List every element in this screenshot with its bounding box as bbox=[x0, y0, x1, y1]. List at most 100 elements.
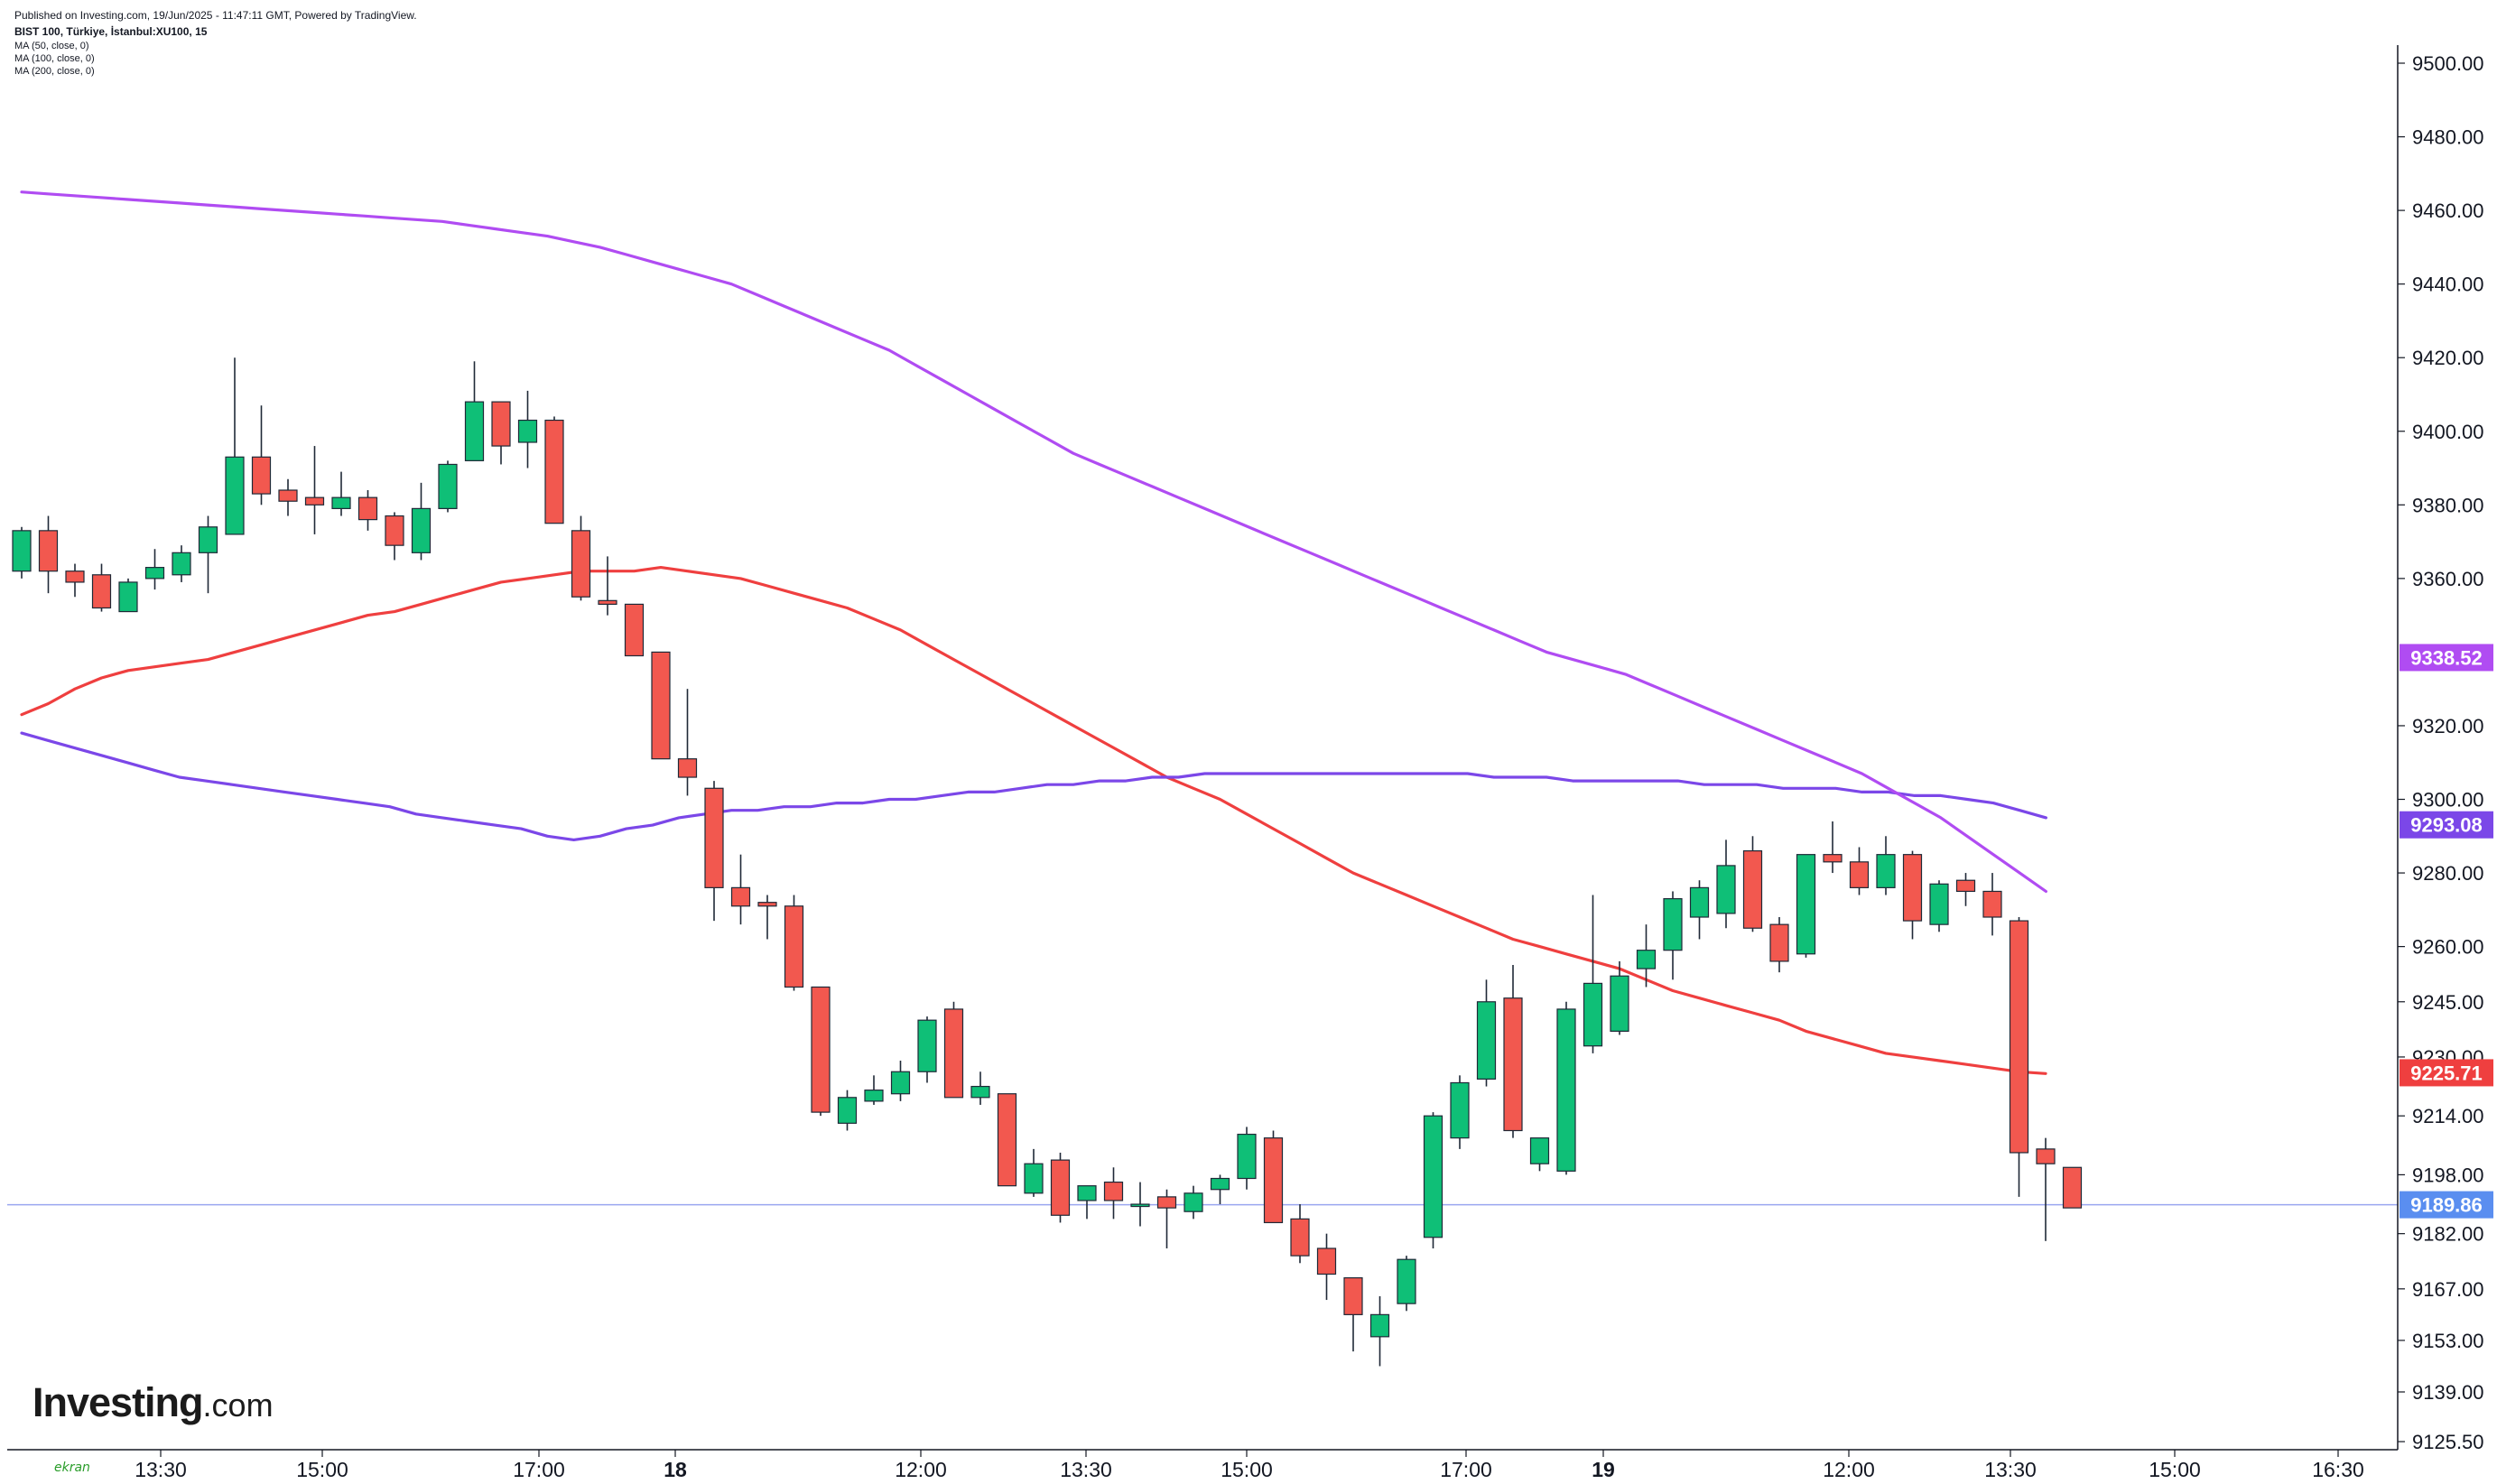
ma-line-1[interactable] bbox=[20, 731, 2047, 842]
y-tick-label: 9320.00 bbox=[2412, 715, 2484, 737]
price-badge-bg bbox=[2400, 811, 2493, 839]
candle[interactable] bbox=[917, 1016, 937, 1083]
ma50-legend[interactable]: MA (50, close, 0) bbox=[14, 41, 89, 51]
candle[interactable] bbox=[1769, 916, 1789, 973]
candle[interactable] bbox=[91, 563, 112, 612]
candle[interactable] bbox=[464, 361, 485, 461]
candle[interactable] bbox=[1556, 1001, 1576, 1175]
candle-body-down bbox=[1742, 849, 1763, 929]
candle[interactable] bbox=[864, 1075, 884, 1105]
candle[interactable] bbox=[704, 781, 724, 922]
candle[interactable] bbox=[811, 986, 831, 1117]
candle[interactable] bbox=[1343, 1276, 1363, 1352]
candle[interactable] bbox=[1876, 836, 1896, 895]
candle[interactable] bbox=[144, 549, 165, 590]
ma-line-0[interactable] bbox=[20, 565, 2047, 1075]
candle[interactable] bbox=[1423, 1112, 1443, 1248]
candle[interactable] bbox=[1263, 1130, 1284, 1224]
candle[interactable] bbox=[411, 482, 432, 561]
candle[interactable] bbox=[2062, 1166, 2083, 1209]
candle[interactable] bbox=[757, 895, 777, 940]
candle[interactable] bbox=[1156, 1189, 1177, 1248]
candle[interactable] bbox=[331, 471, 351, 516]
candle[interactable] bbox=[491, 401, 511, 465]
candle[interactable] bbox=[837, 1090, 858, 1131]
candle[interactable] bbox=[1955, 873, 1976, 906]
candle[interactable] bbox=[1290, 1204, 1310, 1264]
candle[interactable] bbox=[1929, 880, 1949, 932]
candle[interactable] bbox=[1902, 850, 1923, 940]
candle[interactable] bbox=[1716, 839, 1736, 929]
candle-body-up bbox=[864, 1090, 884, 1102]
price-axis[interactable]: 9500.00 9480.00 9460.00 9440.00 9420.00 9400.… bbox=[2397, 45, 2484, 1453]
candle-body-down bbox=[651, 651, 671, 760]
candle[interactable] bbox=[1476, 979, 1497, 1087]
candle[interactable] bbox=[651, 651, 671, 760]
candle[interactable] bbox=[1369, 1295, 1390, 1367]
candle[interactable] bbox=[1529, 1137, 1550, 1172]
candle[interactable] bbox=[784, 895, 804, 991]
candle[interactable] bbox=[1742, 836, 1763, 932]
candle[interactable] bbox=[1982, 873, 2002, 936]
candle[interactable] bbox=[1184, 1185, 1203, 1220]
candle[interactable] bbox=[1849, 847, 1870, 895]
candle[interactable] bbox=[1130, 1182, 1150, 1227]
candle[interactable] bbox=[65, 563, 85, 598]
candle[interactable] bbox=[1077, 1185, 1097, 1220]
candle[interactable] bbox=[1210, 1174, 1230, 1205]
candle[interactable] bbox=[1050, 1152, 1071, 1223]
candle[interactable] bbox=[38, 515, 59, 594]
y-tick-label: 9214.00 bbox=[2412, 1105, 2484, 1127]
candle-body-down bbox=[997, 1093, 1017, 1187]
candle[interactable] bbox=[1237, 1127, 1257, 1190]
candle-body-up bbox=[1210, 1177, 1230, 1191]
candle[interactable] bbox=[730, 854, 751, 925]
candle[interactable] bbox=[1450, 1075, 1470, 1149]
candle[interactable] bbox=[1397, 1256, 1416, 1312]
candle[interactable] bbox=[172, 545, 191, 582]
candle-body-up bbox=[890, 1071, 911, 1095]
candle[interactable] bbox=[1503, 965, 1523, 1138]
candle[interactable] bbox=[890, 1061, 911, 1101]
candle[interactable] bbox=[970, 1071, 990, 1105]
candle[interactable] bbox=[1610, 960, 1629, 1035]
candle[interactable] bbox=[1103, 1167, 1124, 1220]
candle[interactable] bbox=[1663, 891, 1683, 980]
candle-body-up bbox=[1237, 1133, 1257, 1180]
candle[interactable] bbox=[2009, 916, 2029, 1197]
candle[interactable] bbox=[2036, 1137, 2056, 1241]
candle[interactable] bbox=[278, 478, 298, 516]
candle[interactable] bbox=[198, 515, 218, 594]
candle[interactable] bbox=[571, 515, 591, 601]
plot-area[interactable] bbox=[7, 190, 2398, 1367]
candle[interactable] bbox=[385, 512, 404, 561]
candle[interactable] bbox=[943, 1001, 964, 1099]
candle[interactable] bbox=[118, 578, 138, 613]
ma-line-2[interactable] bbox=[20, 190, 2047, 894]
candle[interactable] bbox=[997, 1093, 1017, 1187]
ma200-legend[interactable]: MA (200, close, 0) bbox=[14, 66, 95, 77]
candle[interactable] bbox=[1316, 1233, 1337, 1301]
candle[interactable] bbox=[1796, 854, 1816, 958]
candle[interactable] bbox=[677, 689, 698, 796]
y-tick-label: 9125.50 bbox=[2412, 1431, 2484, 1453]
candle[interactable] bbox=[1636, 924, 1657, 988]
candle[interactable] bbox=[544, 416, 564, 524]
candle[interactable] bbox=[517, 390, 538, 468]
candle[interactable] bbox=[1024, 1148, 1044, 1197]
candle[interactable] bbox=[304, 446, 325, 534]
candle[interactable] bbox=[1689, 880, 1710, 940]
candle[interactable] bbox=[251, 405, 272, 505]
time-axis[interactable]: 13:30 15:00 17:00 18 12:00 13:30 15:00 17:00 19 1… bbox=[7, 1449, 2398, 1481]
candle[interactable] bbox=[1823, 821, 1843, 874]
corner-watermark: ekran bbox=[54, 1461, 90, 1475]
candle[interactable] bbox=[225, 357, 245, 535]
candle[interactable] bbox=[1583, 895, 1603, 1053]
ma100-legend[interactable]: MA (100, close, 0) bbox=[14, 53, 95, 64]
candle[interactable] bbox=[624, 603, 645, 657]
candle[interactable] bbox=[438, 460, 458, 513]
candle[interactable] bbox=[12, 526, 32, 579]
candle[interactable] bbox=[357, 489, 378, 531]
candle[interactable] bbox=[598, 556, 617, 616]
